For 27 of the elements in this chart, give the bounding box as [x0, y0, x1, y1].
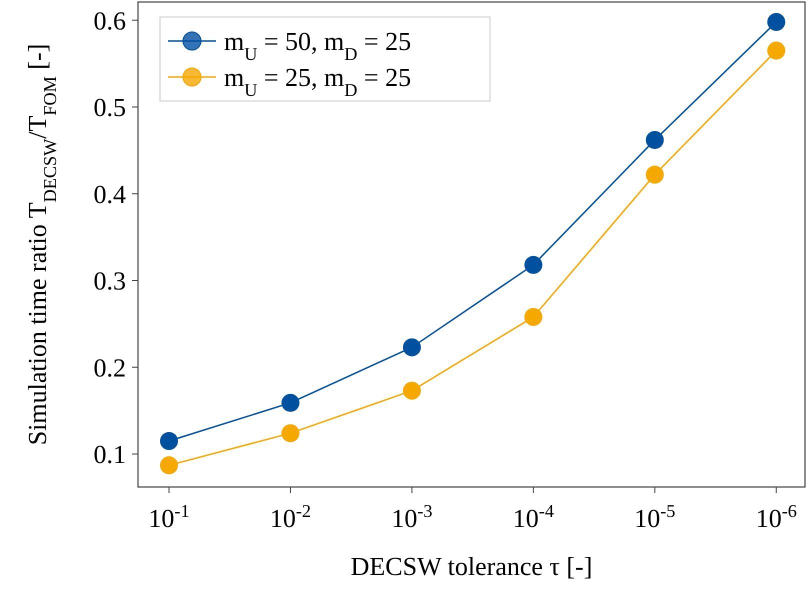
legend-label: m$_{U}$ = 25, m$_{D}$ = 25: [224, 63, 412, 100]
point: [524, 308, 542, 326]
point: [160, 456, 178, 474]
x-tick-label: 10$^{-2}$: [270, 501, 312, 533]
point: [402, 338, 421, 356]
point: [402, 382, 421, 400]
y-tick-label: 0.2: [94, 353, 126, 382]
point: [281, 394, 300, 412]
y-tick-label: 0.6: [94, 6, 126, 36]
x-tick-label: 10$^{-6}$: [756, 501, 797, 533]
x-tick-label: 10$^{-3}$: [391, 501, 432, 533]
y-tick-label: 0.5: [94, 93, 126, 122]
y-tick-label: 0.3: [94, 266, 126, 296]
point: [160, 432, 178, 450]
legend-label: m$_{U}$ = 50, m$_{D}$ = 25: [224, 27, 412, 64]
x-tick-label: 10$^{-1}$: [148, 501, 190, 533]
point: [524, 256, 542, 274]
x-tick-label: 10$^{-4}$: [512, 501, 554, 533]
point: [767, 12, 786, 31]
y-tick-label: 0.1: [94, 440, 126, 470]
point: [281, 424, 300, 442]
x-axis-title: DECSW tolerance τ [-]: [350, 552, 592, 581]
point: [646, 166, 664, 184]
point: [767, 42, 786, 60]
point: [646, 130, 664, 149]
x-tick-label: 10$^{-5}$: [634, 501, 676, 533]
y-tick-label: 0.4: [94, 180, 126, 209]
